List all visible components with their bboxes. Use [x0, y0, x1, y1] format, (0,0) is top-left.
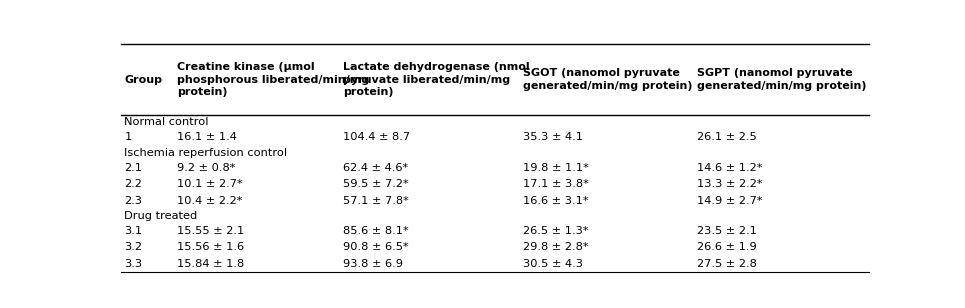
Text: 59.5 ± 7.2*: 59.5 ± 7.2* — [344, 179, 409, 189]
Text: 16.1 ± 1.4: 16.1 ± 1.4 — [177, 132, 236, 143]
Text: 9.2 ± 0.8*: 9.2 ± 0.8* — [177, 163, 235, 173]
Text: Normal control: Normal control — [124, 117, 208, 127]
Text: 15.84 ± 1.8: 15.84 ± 1.8 — [177, 259, 244, 269]
Text: 90.8 ± 6.5*: 90.8 ± 6.5* — [344, 242, 409, 252]
Text: 19.8 ± 1.1*: 19.8 ± 1.1* — [523, 163, 589, 173]
Text: 17.1 ± 3.8*: 17.1 ± 3.8* — [523, 179, 589, 189]
Text: Lactate dehydrogenase (nmol
pyruvate liberated/min/mg
protein): Lactate dehydrogenase (nmol pyruvate lib… — [344, 62, 530, 97]
Text: 85.6 ± 8.1*: 85.6 ± 8.1* — [344, 226, 409, 236]
Text: 3.3: 3.3 — [124, 259, 143, 269]
Text: 2.1: 2.1 — [124, 163, 143, 173]
Text: 26.1 ± 2.5: 26.1 ± 2.5 — [698, 132, 757, 143]
Text: 35.3 ± 4.1: 35.3 ± 4.1 — [523, 132, 583, 143]
Text: 10.4 ± 2.2*: 10.4 ± 2.2* — [177, 196, 242, 205]
Text: Creatine kinase (μmol
phosphorous liberated/min/mg
protein): Creatine kinase (μmol phosphorous libera… — [177, 62, 369, 97]
Text: 3.2: 3.2 — [124, 242, 143, 252]
Text: 27.5 ± 2.8: 27.5 ± 2.8 — [698, 259, 758, 269]
Text: 16.6 ± 3.1*: 16.6 ± 3.1* — [523, 196, 589, 205]
Text: 29.8 ± 2.8*: 29.8 ± 2.8* — [523, 242, 589, 252]
Text: 1: 1 — [124, 132, 131, 143]
Text: Ischemia reperfusion control: Ischemia reperfusion control — [124, 148, 288, 158]
Text: 26.5 ± 1.3*: 26.5 ± 1.3* — [523, 226, 589, 236]
Text: 15.56 ± 1.6: 15.56 ± 1.6 — [177, 242, 244, 252]
Text: 23.5 ± 2.1: 23.5 ± 2.1 — [698, 226, 758, 236]
Text: 26.6 ± 1.9: 26.6 ± 1.9 — [698, 242, 757, 252]
Text: SGPT (nanomol pyruvate
generated/min/mg protein): SGPT (nanomol pyruvate generated/min/mg … — [698, 68, 867, 91]
Text: 30.5 ± 4.3: 30.5 ± 4.3 — [523, 259, 583, 269]
Text: 13.3 ± 2.2*: 13.3 ± 2.2* — [698, 179, 762, 189]
Text: 62.4 ± 4.6*: 62.4 ± 4.6* — [344, 163, 408, 173]
Text: 3.1: 3.1 — [124, 226, 143, 236]
Text: 15.55 ± 2.1: 15.55 ± 2.1 — [177, 226, 244, 236]
Text: 2.2: 2.2 — [124, 179, 142, 189]
Text: Drug treated: Drug treated — [124, 211, 198, 221]
Text: 2.3: 2.3 — [124, 196, 143, 205]
Text: 14.6 ± 1.2*: 14.6 ± 1.2* — [698, 163, 762, 173]
Text: 104.4 ± 8.7: 104.4 ± 8.7 — [344, 132, 411, 143]
Text: 10.1 ± 2.7*: 10.1 ± 2.7* — [177, 179, 242, 189]
Text: 14.9 ± 2.7*: 14.9 ± 2.7* — [698, 196, 762, 205]
Text: 57.1 ± 7.8*: 57.1 ± 7.8* — [344, 196, 409, 205]
Text: 93.8 ± 6.9: 93.8 ± 6.9 — [344, 259, 403, 269]
Text: Group: Group — [124, 75, 162, 85]
Text: SGOT (nanomol pyruvate
generated/min/mg protein): SGOT (nanomol pyruvate generated/min/mg … — [523, 68, 693, 91]
